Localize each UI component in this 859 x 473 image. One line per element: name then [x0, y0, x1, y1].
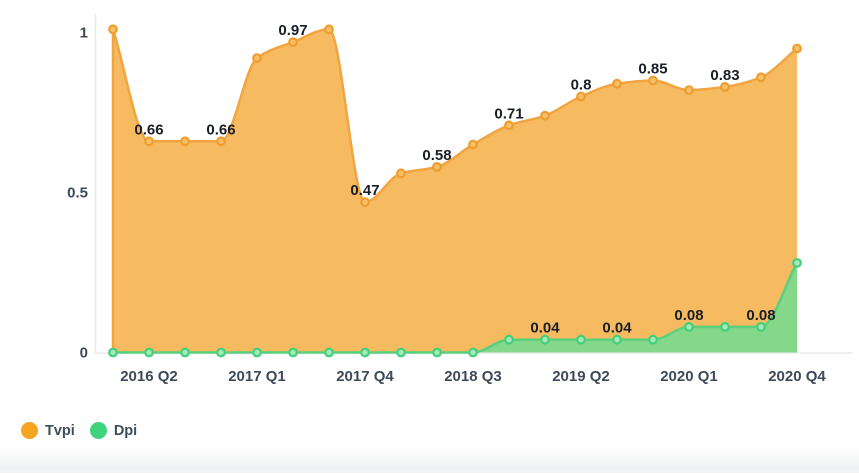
- tvpi-point[interactable]: [216, 136, 226, 147]
- data-label: 0.08: [746, 307, 775, 324]
- tvpi-point[interactable]: [432, 161, 442, 172]
- legend-item-dpi[interactable]: Dpi: [89, 422, 138, 439]
- data-label: 0.04: [602, 320, 632, 337]
- x-tick-label: 2020 Q1: [660, 368, 718, 385]
- data-label: 0.83: [710, 67, 739, 84]
- x-tick-label: 2016 Q2: [120, 368, 178, 385]
- legend-item-tvpi[interactable]: Tvpi: [21, 422, 75, 439]
- tvpi-point[interactable]: [144, 136, 154, 147]
- dpi-point[interactable]: [720, 322, 730, 332]
- dpi-point[interactable]: [108, 347, 118, 358]
- tvpi-point[interactable]: [540, 110, 550, 121]
- dpi-point[interactable]: [144, 347, 154, 358]
- data-label: 0.47: [350, 182, 379, 199]
- x-tick-label: 2017 Q4: [336, 368, 394, 385]
- data-label: 0.58: [422, 147, 451, 164]
- data-label: 0.66: [206, 121, 235, 138]
- dpi-point[interactable]: [396, 347, 406, 358]
- dpi-point[interactable]: [180, 347, 190, 358]
- tvpi-area: [113, 29, 797, 353]
- dpi-point[interactable]: [468, 347, 478, 358]
- tvpi-point[interactable]: [684, 85, 694, 95]
- dpi-point[interactable]: [360, 347, 370, 358]
- tvpi-legend-dot-icon: [21, 422, 38, 439]
- x-tick-label: 2020 Q4: [768, 368, 826, 385]
- data-label: 0.66: [134, 121, 163, 138]
- tvpi-point[interactable]: [504, 120, 514, 131]
- x-tick-label: 2019 Q2: [552, 368, 610, 385]
- dpi-point[interactable]: [540, 334, 550, 345]
- tvpi-point[interactable]: [288, 37, 298, 47]
- data-label: 0.08: [674, 307, 703, 324]
- y-tick-label: 0: [80, 345, 88, 362]
- dpi-point[interactable]: [504, 334, 514, 345]
- x-tick-label: 2018 Q3: [444, 368, 502, 385]
- tvpi-point[interactable]: [180, 136, 190, 147]
- data-label: 0.97: [278, 22, 307, 39]
- data-label: 0.8: [571, 77, 592, 94]
- tvpi-point[interactable]: [792, 43, 802, 54]
- dpi-area: [113, 262, 797, 353]
- tvpi-point[interactable]: [108, 24, 118, 35]
- tvpi-point[interactable]: [720, 81, 730, 92]
- dpi-legend-label: Dpi: [113, 422, 138, 439]
- dpi-point[interactable]: [792, 258, 802, 268]
- dpi-point[interactable]: [288, 347, 298, 358]
- dpi-point[interactable]: [216, 347, 226, 358]
- x-tick-label: 2017 Q1: [228, 368, 286, 385]
- tvpi-point[interactable]: [756, 72, 766, 83]
- dpi-point[interactable]: [648, 334, 658, 345]
- tvpi-point[interactable]: [612, 78, 622, 89]
- tvpi-point[interactable]: [252, 53, 262, 63]
- tvpi-point[interactable]: [396, 168, 406, 179]
- tvpi-point[interactable]: [468, 139, 478, 150]
- dpi-point[interactable]: [684, 322, 694, 332]
- area-chart: 0.66 0.66 0.97 0.47 0.58 0.71 0.8 0.85 0.83 0.04 0…: [67, 14, 853, 385]
- tvpi-legend-label: Tvpi: [45, 422, 75, 439]
- y-tick-label: 1: [80, 25, 88, 42]
- y-tick-label: 0.5: [67, 185, 88, 202]
- dpi-legend-dot-icon: [89, 422, 107, 439]
- dpi-point[interactable]: [432, 347, 442, 358]
- chart-legend: Tvpi Dpi: [21, 422, 137, 439]
- tvpi-point[interactable]: [324, 24, 334, 35]
- tvpi-point[interactable]: [576, 91, 586, 102]
- dpi-point[interactable]: [576, 334, 586, 345]
- next-section-edge: [0, 448, 859, 473]
- data-label: 0.85: [638, 61, 667, 78]
- dpi-point[interactable]: [756, 322, 766, 332]
- tvpi-point[interactable]: [648, 75, 658, 86]
- dpi-point[interactable]: [324, 347, 334, 358]
- tvpi-point[interactable]: [360, 197, 370, 208]
- data-label: 0.71: [494, 105, 523, 122]
- dpi-point[interactable]: [252, 347, 262, 358]
- data-label: 0.04: [530, 320, 560, 337]
- dpi-point[interactable]: [612, 334, 622, 345]
